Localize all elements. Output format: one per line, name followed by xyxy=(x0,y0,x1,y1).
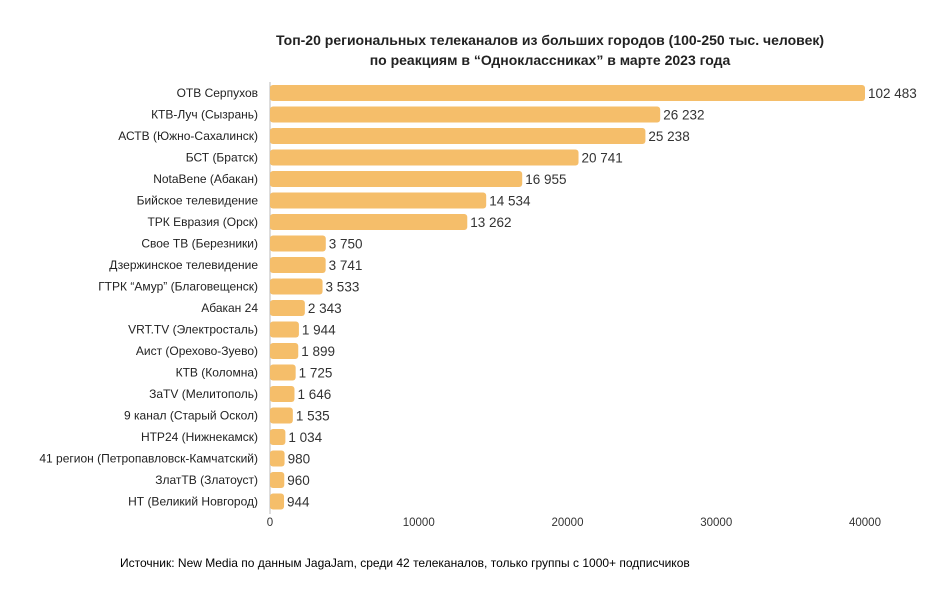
data-label: 3 533 xyxy=(326,280,360,295)
x-tick-label: 20000 xyxy=(552,517,584,529)
bar xyxy=(270,321,299,338)
bar xyxy=(270,257,326,273)
category-label: Абакан 24 xyxy=(201,301,258,315)
chart-title: Топ-20 региональных телеканалов из больш… xyxy=(275,32,825,48)
chart-subtitle: по реакциям в “Одноклассниках” в марте 2… xyxy=(369,52,731,68)
data-label: 3 750 xyxy=(329,237,363,252)
bar xyxy=(270,85,865,101)
category-label: КТВ-Луч (Сызрань) xyxy=(151,108,258,122)
bar xyxy=(270,450,285,467)
data-label: 1 646 xyxy=(297,387,331,402)
category-label: ТРК Евразия (Орск) xyxy=(147,215,258,229)
bar xyxy=(270,214,468,230)
bar xyxy=(270,278,323,295)
x-tick-label: 40000 xyxy=(849,517,881,529)
category-label: Бийское телевидение xyxy=(137,194,259,208)
bar xyxy=(270,106,661,123)
data-label: 20 741 xyxy=(582,151,623,166)
bar xyxy=(270,171,523,187)
source-note: Источник: New Media по данным JagaJam, с… xyxy=(120,556,690,570)
data-label: 1 725 xyxy=(299,366,333,381)
bar xyxy=(270,407,293,424)
data-label: 960 xyxy=(287,473,310,488)
category-label: Аист (Орехово-Зуево) xyxy=(136,344,258,358)
data-label: 3 741 xyxy=(329,258,363,273)
x-tick-label: 10000 xyxy=(403,517,435,529)
data-label: 14 534 xyxy=(489,194,531,209)
category-label: Свое ТВ (Березники) xyxy=(141,237,258,251)
category-label: ЗаTV (Мелитополь) xyxy=(149,387,258,401)
bar xyxy=(270,472,285,488)
data-label: 25 238 xyxy=(648,129,689,144)
category-label: БСТ (Братск) xyxy=(186,151,258,165)
category-label: NotaBene (Абакан) xyxy=(153,172,258,186)
data-label: 1 899 xyxy=(301,344,335,359)
data-label: 13 262 xyxy=(470,215,511,230)
bar xyxy=(270,429,286,445)
bar xyxy=(270,235,326,252)
data-label: 2 343 xyxy=(308,301,342,316)
data-label: 102 483 xyxy=(868,86,917,101)
bar xyxy=(270,300,305,316)
x-tick-label: 0 xyxy=(267,517,273,529)
data-label: 1 535 xyxy=(296,409,330,424)
category-label: АСТВ (Южно-Сахалинск) xyxy=(118,129,258,143)
category-label: Дзержинское телевидение xyxy=(109,258,258,272)
data-label: 26 232 xyxy=(663,108,704,123)
category-label: ОТВ Серпухов xyxy=(177,86,258,100)
category-label: КТВ (Коломна) xyxy=(176,366,258,380)
bar xyxy=(270,343,299,359)
category-label: ЗлатТВ (Златоуст) xyxy=(155,473,258,487)
bar xyxy=(270,386,295,402)
category-label: ГТРК “Амур” (Благовещенск) xyxy=(98,280,258,294)
bar xyxy=(270,192,487,209)
category-label: НТР24 (Нижнекамск) xyxy=(141,430,258,444)
category-label: 41 регион (Петропавловск-Камчатский) xyxy=(39,452,258,466)
bar xyxy=(270,364,296,381)
x-tick-label: 30000 xyxy=(700,517,732,529)
data-label: 980 xyxy=(288,452,311,467)
category-label: VRT.TV (Электросталь) xyxy=(128,323,258,337)
data-label: 944 xyxy=(287,495,310,510)
category-label: НТ (Великий Новгород) xyxy=(128,495,258,509)
bar xyxy=(270,493,285,510)
bar xyxy=(270,149,579,166)
data-label: 1 944 xyxy=(302,323,336,338)
bar xyxy=(270,128,646,144)
category-label: 9 канал (Старый Оскол) xyxy=(124,409,258,423)
data-label: 1 034 xyxy=(288,430,322,445)
data-label: 16 955 xyxy=(525,172,566,187)
